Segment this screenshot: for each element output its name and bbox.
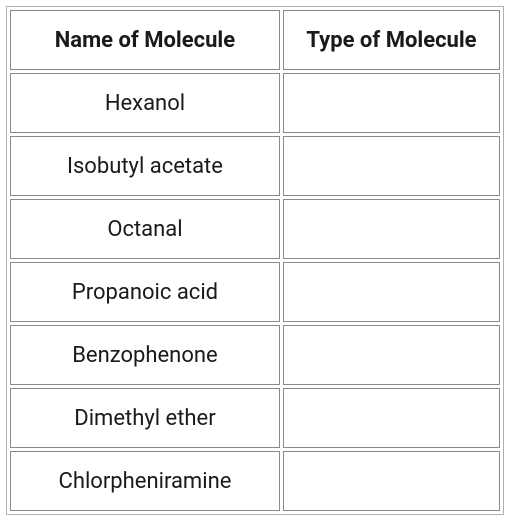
table-row: Dimethyl ether [10,388,500,448]
molecule-type-cell [283,73,500,133]
column-header-name: Name of Molecule [10,10,280,70]
molecule-type-cell [283,262,500,322]
molecule-name-cell: Propanoic acid [10,262,280,322]
molecule-type-cell [283,136,500,196]
molecule-type-cell [283,199,500,259]
column-header-type: Type of Molecule [283,10,500,70]
table-header-row: Name of Molecule Type of Molecule [10,10,500,70]
table-row: Propanoic acid [10,262,500,322]
table-row: Hexanol [10,73,500,133]
molecule-name-cell: Isobutyl acetate [10,136,280,196]
molecule-type-cell [283,325,500,385]
molecule-table: Name of Molecule Type of Molecule Hexano… [6,6,504,515]
molecule-name-cell: Chlorpheniramine [10,451,280,511]
molecule-name-cell: Benzophenone [10,325,280,385]
molecule-name-cell: Octanal [10,199,280,259]
molecule-name-cell: Hexanol [10,73,280,133]
table-row: Benzophenone [10,325,500,385]
molecule-type-cell [283,388,500,448]
table-row: Octanal [10,199,500,259]
molecule-type-cell [283,451,500,511]
molecule-name-cell: Dimethyl ether [10,388,280,448]
table-row: Isobutyl acetate [10,136,500,196]
table-row: Chlorpheniramine [10,451,500,511]
